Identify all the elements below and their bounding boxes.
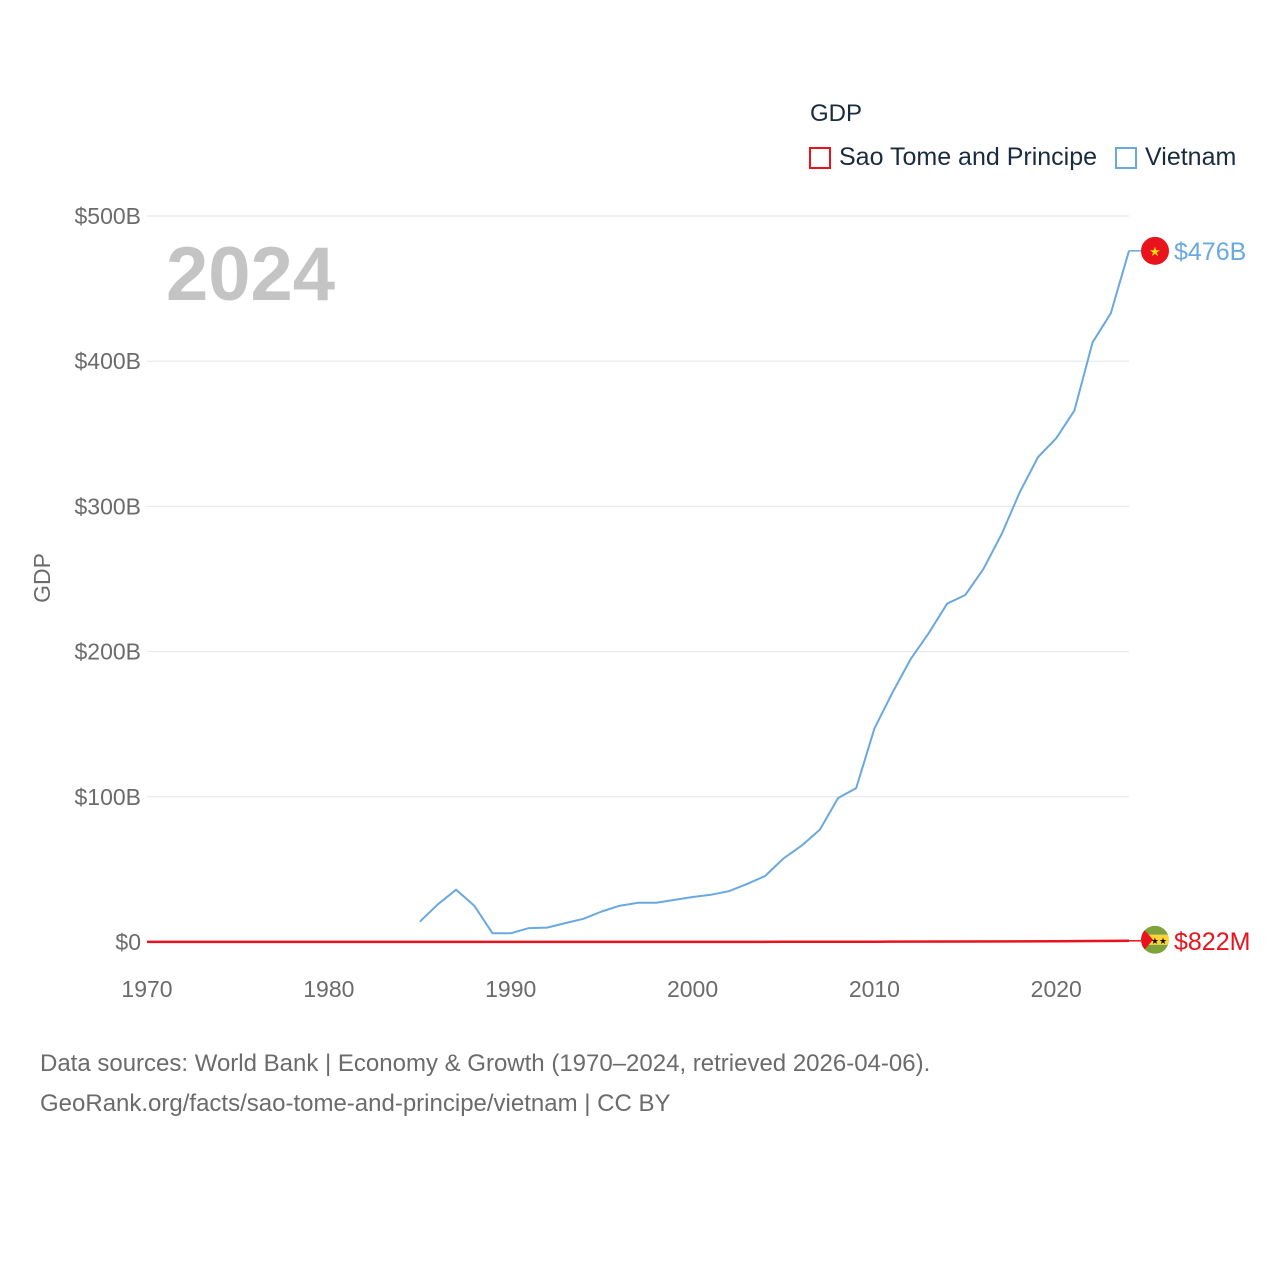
sao-tome-flag-icon: ★★ (1141, 925, 1169, 954)
end-value-label: $822M (1174, 928, 1250, 956)
legend-label-sao-tome: Sao Tome and Principe (839, 143, 1098, 171)
grid-lines (147, 215, 1129, 943)
x-tick-label: 2000 (667, 976, 718, 1002)
x-axis-ticks: 1970 1980 1990 2000 2010 2020 (121, 976, 1081, 1002)
y-tick-label: $200B (74, 639, 141, 665)
footer-sources: Data sources: World Bank | Economy & Gro… (40, 1050, 931, 1077)
end-markers: ★★ $822M ★ $476B (1129, 236, 1250, 956)
y-axis-label: GDP (29, 553, 55, 603)
series-line-vietnam (419, 250, 1130, 935)
gdp-line-chart: $0 $100B $200B $300B $400B $500B 1970 1980 1990… (29, 203, 1250, 1002)
series-lines (147, 250, 1130, 944)
year-label: 2024 (166, 232, 335, 317)
legend-item-vietnam[interactable]: Vietnam (1115, 143, 1236, 172)
legend-swatch-vietnam (1115, 146, 1138, 169)
x-tick-label: 2010 (849, 976, 900, 1002)
y-axis-ticks: $0 $100B $200B $300B $400B $500B (74, 203, 141, 955)
x-tick-label: 1970 (121, 976, 172, 1002)
legend-label-vietnam: Vietnam (1145, 143, 1237, 171)
y-tick-label: $0 (115, 929, 141, 955)
vietnam-flag-icon: ★ (1141, 236, 1169, 265)
x-tick-label: 2020 (1031, 976, 1082, 1002)
legend-title: GDP (810, 100, 863, 127)
end-value-label: $476B (1174, 238, 1246, 266)
y-tick-label: $100B (74, 784, 141, 810)
y-tick-label: $300B (74, 493, 141, 519)
y-tick-label: $400B (74, 348, 141, 374)
footer-link[interactable]: GeoRank.org/facts/sao-tome-and-principe/… (40, 1090, 671, 1117)
svg-text:★: ★ (1149, 245, 1161, 260)
series-line-sao-tome (147, 939, 1130, 944)
svg-text:★★: ★★ (1151, 937, 1167, 947)
x-tick-label: 1990 (485, 976, 536, 1002)
y-tick-label: $500B (74, 203, 141, 229)
x-tick-label: 1980 (303, 976, 354, 1002)
legend: Sao Tome and Principe Vietnam (809, 143, 1254, 172)
legend-swatch-sao-tome (809, 146, 831, 169)
legend-item-sao-tome[interactable]: Sao Tome and Principe (809, 143, 1097, 172)
footer: Data sources: World Bank | Economy & Gro… (40, 1044, 930, 1124)
